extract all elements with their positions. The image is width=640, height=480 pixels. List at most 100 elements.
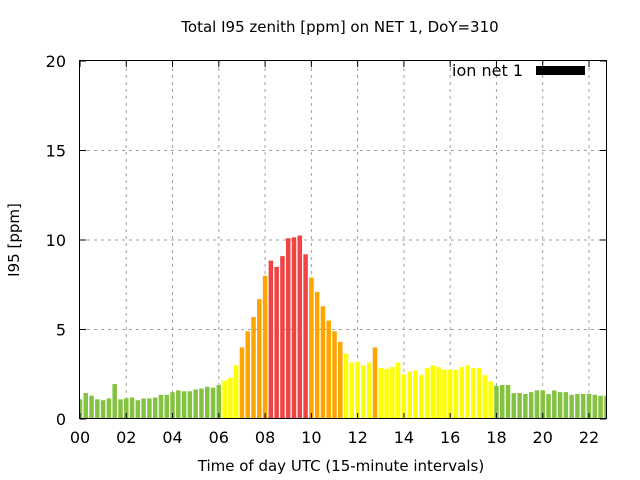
bar	[326, 320, 331, 419]
y-tick-label: 20	[46, 52, 66, 71]
x-tick-label: 20	[533, 428, 553, 447]
bar	[534, 390, 540, 419]
bar	[476, 367, 482, 419]
bar	[361, 365, 366, 419]
legend: ion net 1	[452, 61, 585, 80]
x-tick-label: 12	[347, 428, 367, 447]
bar	[193, 389, 198, 419]
bar	[280, 256, 285, 419]
y-tick-labels: 0 5 10 15 20	[46, 52, 66, 429]
y-tick-label: 15	[46, 142, 66, 161]
bar	[499, 384, 505, 419]
x-tick-labels: 00 02 04 06 08 10 12 14 16 18 20 22	[70, 428, 599, 447]
bar	[239, 347, 245, 419]
bar	[216, 384, 222, 419]
x-tick-label: 22	[579, 428, 599, 447]
bar	[141, 398, 146, 419]
bars	[80, 235, 606, 419]
bar	[557, 392, 563, 419]
bar	[592, 394, 598, 419]
bar	[257, 299, 262, 419]
bar	[604, 395, 606, 419]
bar	[390, 367, 395, 419]
bar	[569, 394, 574, 419]
bar	[181, 391, 187, 419]
y-tick-label: 0	[56, 410, 66, 429]
bar	[580, 393, 586, 419]
bar	[164, 394, 170, 419]
x-tick-label: 02	[116, 428, 136, 447]
bar	[424, 367, 430, 419]
bar	[314, 291, 320, 419]
bar	[488, 381, 493, 419]
bar	[546, 393, 551, 419]
bar	[563, 392, 569, 419]
bar	[366, 362, 372, 419]
bar	[517, 393, 522, 419]
bar	[95, 399, 100, 419]
bar	[447, 369, 453, 419]
x-tick-label: 10	[301, 428, 321, 447]
bar	[343, 353, 349, 419]
gridlines	[80, 61, 606, 419]
bar	[349, 362, 355, 419]
bar	[528, 392, 534, 419]
bar	[100, 400, 106, 419]
bar	[320, 306, 326, 419]
bar	[430, 365, 436, 419]
bar	[245, 331, 250, 419]
bar	[471, 367, 476, 419]
x-tick-label: 00	[70, 428, 90, 447]
bar	[170, 392, 175, 419]
bar	[436, 367, 441, 419]
bar	[187, 391, 193, 419]
bar	[575, 393, 580, 419]
bar	[413, 370, 418, 419]
bar	[112, 384, 117, 419]
bar	[465, 365, 470, 419]
bar	[378, 367, 384, 419]
bar	[251, 316, 256, 419]
bar	[228, 377, 233, 419]
bar	[158, 394, 164, 419]
bar	[83, 393, 89, 419]
bar	[152, 397, 158, 419]
bar	[297, 235, 303, 419]
bar	[129, 397, 135, 419]
plot-frame	[79, 60, 607, 419]
bar	[453, 369, 459, 419]
bar	[118, 399, 123, 419]
x-tick-label: 06	[209, 428, 229, 447]
bar	[598, 395, 603, 419]
bar	[303, 254, 308, 419]
x-tick-label: 14	[394, 428, 414, 447]
bar	[494, 385, 499, 419]
bar	[147, 398, 152, 419]
bar	[355, 361, 360, 419]
bar	[384, 368, 389, 419]
bar	[586, 393, 592, 419]
bar	[274, 266, 279, 419]
bar	[135, 400, 141, 419]
bar	[268, 260, 274, 419]
bar	[291, 237, 297, 419]
bar	[395, 362, 401, 419]
bar	[106, 398, 112, 419]
legend-label: ion net 1	[452, 61, 523, 80]
bar	[372, 347, 378, 419]
bar	[233, 365, 239, 419]
bar	[338, 342, 343, 419]
bar	[176, 390, 181, 419]
bar	[222, 380, 227, 419]
bar	[210, 387, 216, 419]
x-tick-label: 18	[486, 428, 506, 447]
bar	[309, 277, 314, 419]
bar	[124, 398, 129, 419]
legend-swatch	[536, 66, 585, 75]
x-tick-label: 04	[162, 428, 182, 447]
bar	[552, 390, 557, 419]
bar	[442, 369, 447, 419]
bar	[540, 390, 545, 419]
x-axis-label: Time of day UTC (15-minute intervals)	[197, 457, 484, 475]
